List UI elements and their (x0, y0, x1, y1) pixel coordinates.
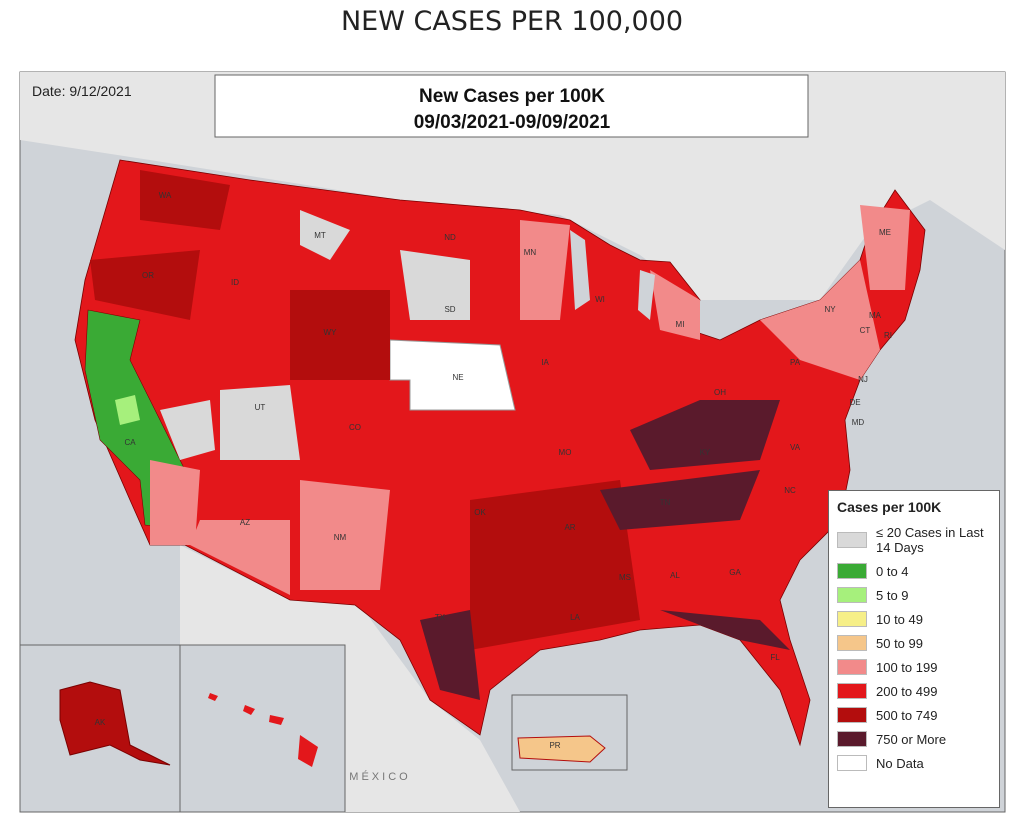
legend-label: 750 or More (876, 731, 947, 747)
state-label: OK (474, 508, 486, 517)
legend-label: No Data (876, 755, 924, 771)
light-green-region (115, 395, 140, 425)
legend-item: ≤ 20 Cases in Last 14 Days (837, 525, 991, 555)
legend-item: 200 to 499 (837, 683, 991, 699)
state-label: MS (619, 573, 631, 582)
state-label: MA (869, 311, 882, 320)
state-label: WY (324, 328, 338, 337)
state-label: VA (790, 443, 801, 452)
state-label: PR (549, 741, 560, 750)
page-title: NEW CASES PER 100,000 (340, 6, 684, 37)
moderate-region (150, 205, 910, 595)
state-label: MN (524, 248, 537, 257)
legend-label: ≤ 20 Cases in Last 14 Days (876, 525, 984, 555)
legend-swatch (837, 755, 867, 771)
legend-item: 750 or More (837, 731, 991, 747)
legend-swatch (837, 532, 867, 548)
legend-item: 50 to 99 (837, 635, 991, 651)
legend-item: 10 to 49 (837, 611, 991, 627)
legend-label: 5 to 9 (876, 587, 909, 603)
state-label: WI (595, 295, 605, 304)
state-label: TX (435, 613, 446, 622)
state-label: MD (852, 418, 865, 427)
state-label: IA (541, 358, 549, 367)
state-label: WA (159, 191, 172, 200)
state-label: UT (255, 403, 266, 412)
state-label: MI (676, 320, 685, 329)
legend-swatch (837, 611, 867, 627)
legend-label: 100 to 199 (876, 659, 938, 675)
state-label: AR (564, 523, 575, 532)
legend-swatch (837, 587, 867, 603)
state-label: FL (770, 653, 780, 662)
hawaii (208, 693, 318, 767)
state-label: KY (700, 448, 711, 457)
legend-swatch (837, 683, 867, 699)
legend-item: 500 to 749 (837, 707, 991, 723)
state-label: AK (95, 718, 106, 727)
legend-items: ≤ 20 Cases in Last 14 Days 0 to 4 5 to 9 10… (837, 525, 991, 771)
state-label: OH (714, 388, 726, 397)
state-label: NY (824, 305, 836, 314)
legend-label: 0 to 4 (876, 563, 909, 579)
legend-title: Cases per 100K (837, 499, 942, 515)
state-label: OR (142, 271, 154, 280)
state-label: AZ (240, 518, 250, 527)
hawaii-inset (179, 644, 346, 813)
state-label: LA (570, 613, 580, 622)
state-label: SD (444, 305, 455, 314)
legend-label: 200 to 499 (876, 683, 938, 699)
state-labels: WA OR CA ID MT ND SD NE WY UT CO AZ NM OK TX MN WI MI IA MO… (95, 191, 892, 750)
state-label: RI (884, 331, 892, 340)
state-label: NJ (858, 375, 868, 384)
legend-label: 50 to 99 (876, 635, 923, 651)
date: Date: 9/12/2021 (32, 83, 132, 99)
legend-swatch (837, 635, 867, 651)
period: 09/03/2021-09/09/2021 (414, 112, 611, 133)
country-label: MÉXICO (349, 770, 410, 783)
state-label: MT (314, 231, 326, 240)
state-label: PA (790, 358, 801, 367)
state-label: NC (784, 486, 796, 495)
usa (74, 159, 926, 747)
state-label: CT (860, 326, 871, 335)
state-label: NE (452, 373, 463, 382)
legend-item: 0 to 4 (837, 563, 991, 579)
state-label: ME (879, 228, 891, 237)
legend-label: 10 to 49 (876, 611, 923, 627)
state-label: MO (559, 448, 572, 457)
legend-swatch (837, 707, 867, 723)
alaska (59, 681, 171, 766)
state-label: TN (660, 498, 671, 507)
state-label: ND (444, 233, 456, 242)
legend-item: 5 to 9 (837, 587, 991, 603)
state-label: CO (349, 423, 361, 432)
legend: Cases per 100K ≤ 20 Cases in Last 14 Day… (828, 490, 1000, 808)
legend-item: 100 to 199 (837, 659, 991, 675)
low-region (160, 210, 470, 460)
legend-item: No Data (837, 755, 991, 771)
header: New Cases per 100K (419, 86, 605, 107)
state-label: CA (124, 438, 136, 447)
state-label: NM (334, 533, 347, 542)
state-label: ID (231, 278, 239, 287)
high-region (90, 170, 640, 650)
state-label: GA (729, 568, 741, 577)
puerto-rico (517, 735, 606, 763)
legend-label: 500 to 749 (876, 707, 938, 723)
very-high-region (420, 400, 790, 700)
state-label: DE (849, 398, 860, 407)
header-box (214, 74, 809, 138)
state-label: AL (670, 571, 680, 580)
legend-swatch (837, 659, 867, 675)
lakes (570, 230, 655, 320)
legend-swatch (837, 563, 867, 579)
legend-swatch (837, 731, 867, 747)
